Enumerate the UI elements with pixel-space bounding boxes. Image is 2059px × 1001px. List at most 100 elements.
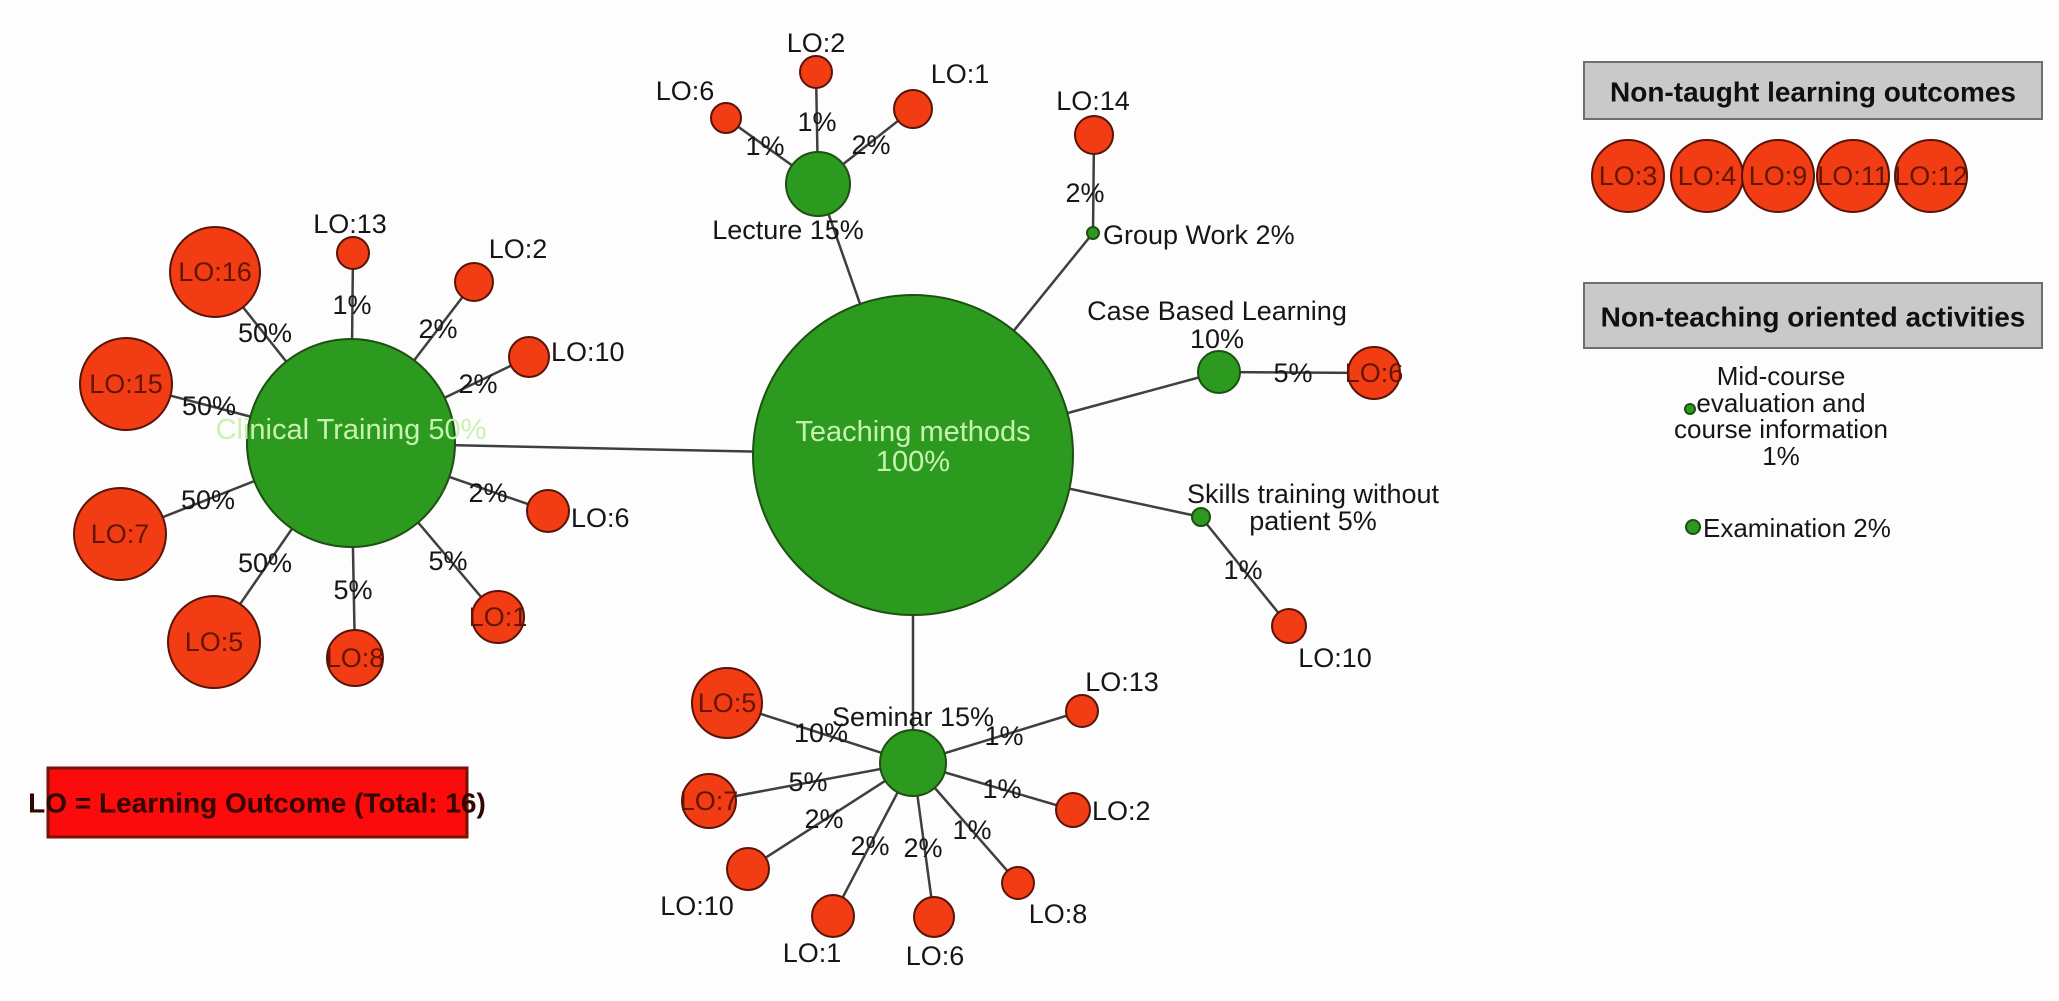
labels-layer: 50%1%2%2%50%50%50%5%5%2%1%1%2%2%5%1%10%5… [28, 28, 2025, 971]
node-l-lo6 [710, 102, 742, 134]
node-label-l-lo6-0: LO:6 [656, 76, 715, 106]
edge-label-lecture-l-lo1: 2% [851, 130, 890, 160]
node-label-teaching-1: 100% [876, 446, 950, 478]
edge-label-lecture-l-lo2: 1% [797, 107, 836, 137]
node-label-c-lo7-0: LO:7 [91, 519, 150, 549]
node-se-lo6 [913, 896, 955, 938]
edge-label-seminar-se-lo7: 5% [788, 767, 827, 797]
node-c-lo15 [79, 337, 173, 431]
node-se-lo2 [1055, 792, 1091, 828]
node-skills [1191, 507, 1211, 527]
node-label-midcourse-2: course information [1674, 414, 1888, 444]
edge-label-seminar-se-lo2: 1% [982, 774, 1021, 804]
node-label-se-lo6-0: LO:6 [906, 941, 965, 971]
node-label-se-lo1-0: LO:1 [783, 938, 842, 968]
node-label-nt-lo4-0: LO:4 [1678, 161, 1737, 191]
node-label-se-lo10-0: LO:10 [660, 891, 734, 921]
node-se-lo13 [1065, 694, 1099, 728]
non-teaching-header [1583, 282, 2043, 349]
edge-label-clinical-c-lo15: 50% [182, 391, 236, 421]
node-teaching [752, 294, 1074, 616]
node-seminar [879, 729, 947, 797]
edge-label-seminar-se-lo8: 1% [952, 815, 991, 845]
non-teaching-header-label-0: Non-teaching oriented activities [1601, 302, 2026, 333]
node-groupwork [1086, 226, 1100, 240]
edge-label-clinical-c-lo7: 50% [181, 485, 235, 515]
node-nt-lo3 [1591, 139, 1665, 213]
node-label-c-lo16-0: LO:16 [178, 257, 252, 287]
node-label-seminar-0: Seminar 15% [832, 702, 994, 732]
node-label-s-lo10-0: LO:10 [1298, 643, 1372, 673]
node-label-casebased-0: Case Based Learning [1087, 296, 1347, 326]
node-se-lo7 [681, 773, 737, 829]
legend-box-label-0: LO = Learning Outcome (Total: 16) [28, 788, 486, 819]
edge-label-clinical-c-lo1: 5% [428, 546, 467, 576]
node-label-teaching-0: Teaching methods [795, 416, 1030, 448]
edge-label-seminar-se-lo5: 10% [794, 718, 848, 748]
node-c-lo16 [169, 226, 261, 318]
node-label-se-lo2-0: LO:2 [1092, 796, 1151, 826]
node-label-c-lo10-0: LO:10 [551, 337, 625, 367]
node-nt-lo9 [1741, 139, 1815, 213]
node-c-lo10 [508, 336, 550, 378]
non-taught-header [1583, 61, 2043, 120]
edge-label-clinical-c-lo16: 50% [238, 318, 292, 348]
node-l-lo1 [893, 89, 933, 129]
node-label-c-lo2-0: LO:2 [489, 234, 548, 264]
node-se-lo5 [691, 667, 763, 739]
node-label-nt-lo11-0: LO:11 [1817, 161, 1889, 191]
node-label-se-lo5-0: LO:5 [698, 688, 757, 718]
node-label-midcourse-1: evaluation and [1696, 388, 1865, 418]
node-c-lo6 [526, 489, 570, 533]
node-label-nt-lo3-0: LO:3 [1599, 161, 1658, 191]
node-casebased [1197, 350, 1241, 394]
node-c-lo8 [326, 629, 384, 687]
legend-box [46, 766, 469, 839]
node-label-midcourse-0: Mid-course [1717, 361, 1846, 391]
node-label-c-lo5-0: LO:5 [185, 627, 244, 657]
node-label-c-lo8-0: LO:8 [326, 643, 385, 673]
node-label-casebased-1: 10% [1190, 324, 1244, 354]
node-label-cb-lo6-0: LO:6 [1345, 358, 1404, 388]
edge-label-clinical-c-lo8: 5% [333, 575, 372, 605]
node-label-midcourse-3: 1% [1762, 441, 1800, 471]
node-examination [1685, 519, 1701, 535]
node-cb-lo6 [1347, 346, 1401, 400]
node-label-nt-lo12-0: LO:12 [1894, 161, 1968, 191]
edge-seminar-se-lo7 [708, 761, 914, 803]
node-c-lo2 [454, 262, 494, 302]
node-label-examination-0: Examination 2% [1703, 513, 1891, 543]
node-label-l-lo1-0: LO:1 [931, 59, 990, 89]
node-midcourse [1684, 403, 1696, 415]
node-l-lo2 [799, 55, 833, 89]
node-c-lo7 [73, 487, 167, 581]
node-label-se-lo13-0: LO:13 [1085, 667, 1159, 697]
node-label-lecture-0: Lecture 15% [712, 215, 864, 245]
node-lecture [785, 151, 851, 217]
edge-label-seminar-se-lo13: 1% [984, 721, 1023, 751]
non-taught-header-label-0: Non-taught learning outcomes [1610, 77, 2016, 108]
node-s-lo10 [1271, 608, 1307, 644]
edge-label-groupwork-g-lo14: 2% [1065, 178, 1104, 208]
edge-label-clinical-c-lo5: 50% [238, 548, 292, 578]
node-label-c-lo13-0: LO:13 [313, 209, 387, 239]
node-label-skills-1: patient 5% [1249, 506, 1377, 536]
node-label-g-lo14-0: LO:14 [1056, 86, 1130, 116]
node-g-lo14 [1074, 115, 1114, 155]
node-label-c-lo15-0: LO:15 [89, 369, 163, 399]
edge-label-clinical-c-lo13: 1% [332, 290, 371, 320]
node-label-nt-lo9-0: LO:9 [1749, 161, 1808, 191]
edge-label-seminar-se-lo10: 2% [804, 804, 843, 834]
edge-label-lecture-l-lo6: 1% [745, 131, 784, 161]
edge-label-skills-s-lo10: 1% [1223, 555, 1262, 585]
node-clinical [246, 338, 456, 548]
node-c-lo5 [167, 595, 261, 689]
edge-label-casebased-cb-lo6: 5% [1273, 358, 1312, 388]
node-label-se-lo8-0: LO:8 [1029, 899, 1088, 929]
node-label-clinical-0: Clinical Training 50% [216, 414, 487, 446]
node-label-c-lo1-0: LO:1 [469, 602, 528, 632]
shapes-layer [46, 55, 2043, 938]
node-label-skills-0: Skills training without [1187, 479, 1440, 509]
